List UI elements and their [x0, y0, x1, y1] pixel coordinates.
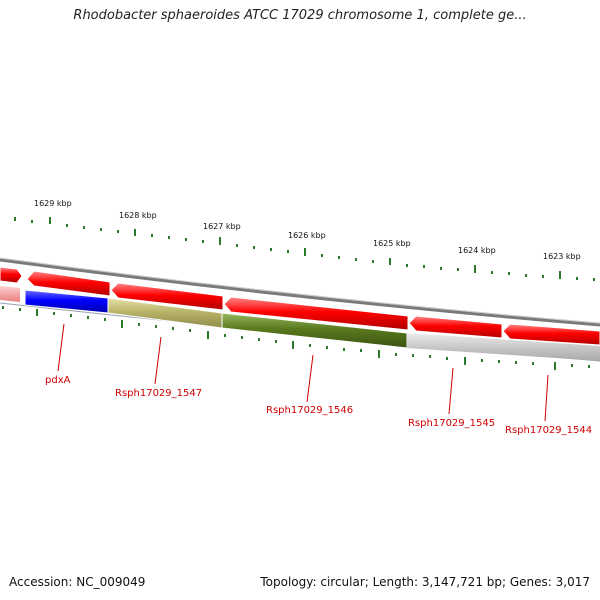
gene-arrow[interactable]: [0, 266, 23, 284]
gene-arrow[interactable]: [223, 296, 409, 331]
accession-label: Accession: NC_009049: [9, 575, 146, 589]
gene-Rsph17029_1545[interactable]: [407, 333, 600, 361]
map-title: Rhodobacter sphaeroides ATCC 17029 chrom…: [73, 8, 527, 23]
scale-ruler: 1629 kbp 1628 kbp 1627 kbp 1626 kbp 1625…: [14, 199, 595, 281]
scale-label: 1626 kbp: [288, 231, 326, 240]
forward-strand: [0, 266, 600, 346]
genome-summary: Topology: circular; Length: 3,147,721 bp…: [260, 575, 590, 589]
reverse-strand: [0, 286, 600, 361]
backbone: [0, 257, 600, 324]
scale-label: 1627 kbp: [203, 222, 241, 231]
gene-label-pdxA[interactable]: pdxA: [45, 375, 71, 386]
scale-label: 1629 kbp: [34, 199, 72, 208]
gene-label-Rsph17029_1547[interactable]: Rsph17029_1547: [115, 388, 202, 399]
label-leaders: [57, 323, 549, 422]
lower-ticks: [2, 306, 590, 370]
gene-label-Rsph17029_1545[interactable]: Rsph17029_1545: [408, 418, 495, 429]
gene-partial[interactable]: [0, 286, 20, 302]
gene-arrow[interactable]: [110, 282, 224, 311]
scale-label: 1624 kbp: [458, 246, 496, 255]
gene-arrow[interactable]: [26, 270, 111, 297]
scale-label: 1628 kbp: [119, 211, 157, 220]
backbone: [0, 258, 600, 327]
scale-label: 1623 kbp: [543, 252, 581, 261]
gene-label-Rsph17029_1546[interactable]: Rsph17029_1546: [266, 405, 353, 416]
scale-label: 1625 kbp: [373, 239, 411, 248]
gene-arrow[interactable]: [502, 323, 600, 346]
gene-arrow[interactable]: [408, 315, 503, 339]
gene-label-Rsph17029_1544[interactable]: Rsph17029_1544: [505, 425, 592, 436]
